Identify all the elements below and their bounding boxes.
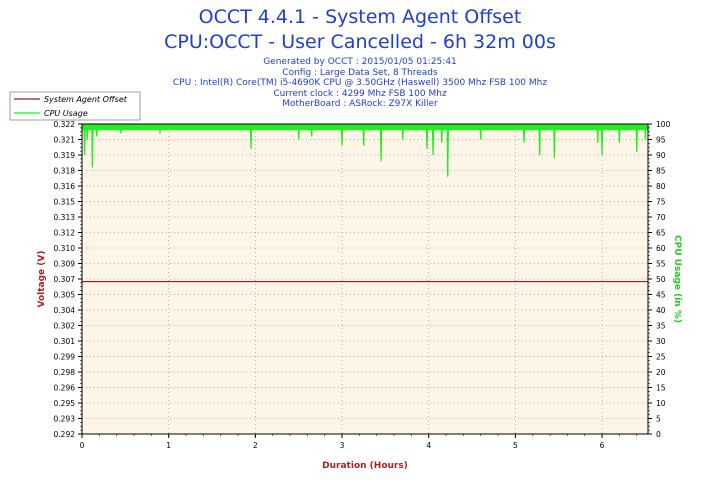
y-tick-label: 0.295 bbox=[54, 399, 76, 408]
y2-tick-label: 35 bbox=[656, 322, 666, 331]
y2-tick-label: 100 bbox=[656, 120, 671, 129]
y-tick-label: 0.307 bbox=[54, 275, 76, 284]
legend-label-voltage: System Agent Offset bbox=[44, 95, 128, 104]
y2-tick-label: 10 bbox=[656, 399, 666, 408]
x-tick-label: 3 bbox=[340, 441, 345, 450]
y-tick-label: 0.299 bbox=[54, 353, 76, 362]
info-motherboard: MotherBoard : ASRock: Z97X Killer bbox=[282, 99, 438, 109]
y-tick-label: 0.315 bbox=[54, 198, 76, 207]
right-axis-label: CPU Usage (in %) bbox=[672, 235, 682, 323]
cpu-usage-series bbox=[82, 124, 648, 177]
y-tick-label: 0.321 bbox=[54, 136, 76, 145]
y2-tick-label: 60 bbox=[656, 244, 666, 253]
y2-tick-label: 55 bbox=[656, 260, 666, 269]
left-axis: 0.322 0.321 0.319 0.318 0.316 0.315 0.313 0.312… bbox=[54, 120, 82, 439]
chart-info: Generated by OCCT : 2015/01/05 01:25:41 … bbox=[0, 57, 720, 110]
y2-tick-label: 40 bbox=[656, 306, 666, 315]
x-tick-label: 1 bbox=[166, 441, 171, 450]
y-tick-label: 0.318 bbox=[54, 167, 76, 176]
y-tick-label: 0.301 bbox=[54, 337, 76, 346]
y2-tick-label: 85 bbox=[656, 167, 666, 176]
y-tick-label: 0.316 bbox=[54, 182, 76, 191]
y-tick-label: 0.322 bbox=[54, 120, 76, 129]
info-config: Config : Large Data Set, 8 Threads bbox=[282, 67, 438, 78]
plot-area bbox=[82, 124, 648, 434]
x-tick-label: 4 bbox=[426, 441, 431, 450]
y-tick-label: 0.312 bbox=[54, 229, 76, 238]
legend-label-cpu: CPU Usage bbox=[44, 109, 88, 118]
y-tick-label: 0.305 bbox=[54, 291, 76, 300]
y-tick-label: 0.292 bbox=[54, 430, 76, 439]
y2-tick-label: 90 bbox=[656, 151, 666, 160]
y-tick-label: 0.302 bbox=[54, 322, 76, 331]
y-tick-label: 0.319 bbox=[54, 151, 76, 160]
y2-tick-label: 5 bbox=[656, 415, 661, 424]
y-tick-label: 0.298 bbox=[54, 368, 76, 377]
y2-tick-label: 20 bbox=[656, 368, 666, 377]
chart-title: OCCT 4.4.1 - System Agent Offset bbox=[198, 6, 522, 28]
y-tick-label: 0.309 bbox=[54, 260, 76, 269]
info-cpu: CPU : Intel(R) Core(TM) i5-4690K CPU @ 3… bbox=[172, 78, 548, 88]
x-tick-label: 2 bbox=[253, 441, 258, 450]
y2-tick-label: 75 bbox=[656, 198, 666, 207]
cpu-usage-band bbox=[82, 124, 648, 131]
y-tick-label: 0.296 bbox=[54, 384, 76, 393]
y2-tick-label: 65 bbox=[656, 229, 666, 238]
x-axis-label: Duration (Hours) bbox=[322, 461, 408, 471]
info-clock: Current clock : 4299 Mhz FSB 100 Mhz bbox=[273, 88, 447, 99]
right-axis: 1009590858075706560555045403530252015105… bbox=[648, 120, 671, 439]
y-tick-label: 0.313 bbox=[54, 213, 76, 222]
y2-tick-label: 95 bbox=[656, 136, 666, 145]
y2-tick-label: 45 bbox=[656, 291, 666, 300]
y-tick-label: 0.304 bbox=[54, 306, 76, 315]
x-tick-label: 6 bbox=[600, 441, 605, 450]
x-tick-label: 5 bbox=[513, 441, 518, 450]
y2-tick-label: 30 bbox=[656, 337, 666, 346]
y2-tick-label: 0 bbox=[656, 430, 661, 439]
y2-tick-label: 25 bbox=[656, 353, 666, 362]
chart-subtitle: CPU:OCCT - User Cancelled - 6h 32m 00s bbox=[164, 31, 556, 53]
legend: System Agent Offset CPU Usage bbox=[9, 91, 141, 121]
y2-tick-label: 15 bbox=[656, 384, 666, 393]
x-axis: 0 1 2 3 4 5 6 bbox=[80, 434, 638, 450]
x-tick-label: 0 bbox=[80, 441, 85, 450]
left-axis-label: Voltage (V) bbox=[37, 251, 47, 308]
legend-box bbox=[9, 91, 141, 121]
y-tick-label: 0.293 bbox=[54, 415, 76, 424]
y-tick-label: 0.310 bbox=[54, 244, 76, 253]
info-generated: Generated by OCCT : 2015/01/05 01:25:41 bbox=[263, 57, 457, 67]
y2-tick-label: 70 bbox=[656, 213, 666, 222]
y2-tick-label: 80 bbox=[656, 182, 666, 191]
y2-tick-label: 50 bbox=[656, 275, 666, 284]
